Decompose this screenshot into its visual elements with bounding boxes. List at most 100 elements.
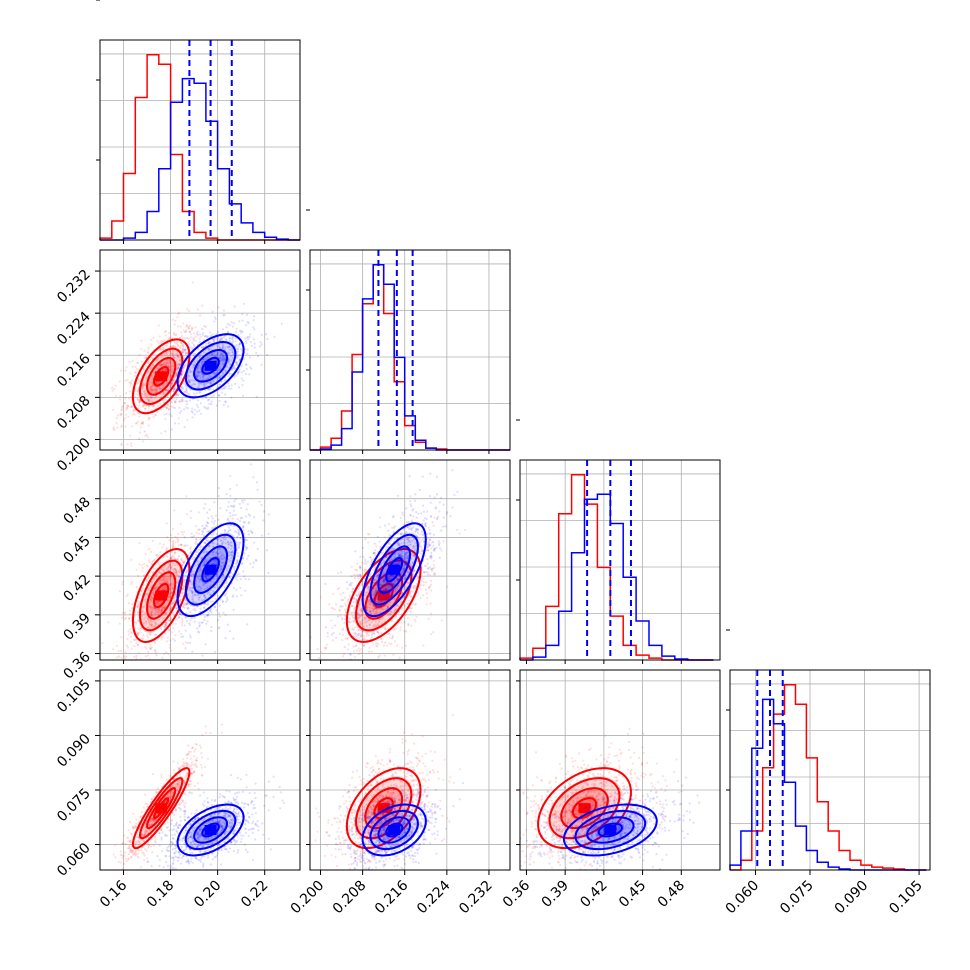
scatter-point: [182, 594, 185, 597]
scatter-point: [209, 380, 213, 383]
scatter-point: [174, 567, 177, 571]
scatter-point: [247, 533, 250, 536]
scatter-point: [221, 371, 225, 375]
scatter-point: [260, 363, 263, 366]
scatter-point: [341, 639, 344, 642]
scatter-point: [206, 592, 209, 595]
scatter-point: [341, 633, 344, 637]
scatter-point: [260, 333, 263, 336]
scatter-point: [188, 330, 191, 334]
scatter-point: [182, 597, 185, 600]
scatter-point: [178, 611, 181, 614]
scatter-point: [353, 597, 356, 600]
scatter-point: [419, 541, 422, 544]
scatter-point: [197, 630, 200, 633]
scatter-point: [169, 566, 173, 569]
scatter-point: [231, 336, 234, 339]
scatter-point: [174, 372, 178, 375]
scatter-point: [186, 352, 189, 355]
scatter-point: [424, 581, 427, 584]
scatter-point: [133, 413, 136, 416]
scatter-point: [202, 528, 205, 531]
scatter-point: [250, 531, 253, 534]
scatter-point: [241, 499, 244, 502]
scatter-point: [135, 654, 138, 658]
scatter-point: [183, 426, 186, 429]
scatter-point: [417, 531, 420, 535]
scatter-point: [419, 596, 422, 600]
scatter-point: [395, 586, 399, 589]
scatter-point: [165, 385, 168, 388]
scatter-point: [211, 600, 214, 603]
scatter-point: [175, 607, 179, 610]
scatter-point: [237, 370, 240, 374]
scatter-point: [248, 356, 251, 359]
scatter-point: [241, 330, 244, 333]
scatter-point: [226, 517, 229, 520]
scatter-point: [445, 512, 448, 515]
scatter-point: [351, 587, 354, 591]
scatter-point: [431, 521, 434, 524]
scatter-point: [197, 585, 200, 588]
scatter-point: [346, 638, 349, 641]
scatter-point: [115, 656, 118, 659]
scatter-point: [236, 541, 239, 544]
scatter-point: [367, 541, 370, 544]
scatter-point: [171, 587, 174, 590]
scatter-point: [164, 605, 167, 609]
scatter-point: [376, 645, 379, 648]
scatter-point: [126, 593, 129, 596]
scatter-point: [139, 400, 142, 403]
scatter-point: [358, 649, 361, 652]
scatter-point: [391, 637, 394, 640]
scatter-point: [208, 375, 211, 378]
scatter-point: [197, 560, 200, 563]
scatter-point: [368, 603, 371, 606]
scatter-point: [178, 630, 181, 633]
scatter-point: [129, 631, 132, 634]
scatter-point: [138, 399, 141, 402]
scatter-point: [236, 363, 239, 366]
scatter-point: [180, 343, 183, 347]
scatter-point: [124, 655, 127, 658]
scatter-point: [142, 366, 145, 370]
scatter-point: [151, 396, 154, 399]
scatter-point: [355, 600, 358, 603]
scatter-point: [416, 576, 420, 579]
scatter-point: [153, 567, 156, 571]
scatter-point: [379, 516, 382, 519]
scatter-point: [413, 546, 416, 549]
scatter-point: [212, 532, 215, 535]
scatter-point: [198, 364, 201, 367]
scatter-point: [196, 605, 199, 608]
scatter-point: [359, 555, 362, 559]
scatter-point: [143, 393, 146, 396]
scatter-point: [147, 361, 150, 364]
scatter-point: [201, 530, 204, 533]
scatter-point: [238, 342, 242, 345]
scatter-point: [169, 374, 172, 377]
contour-red: [345, 548, 422, 643]
scatter-point: [217, 539, 220, 542]
scatter-point: [159, 377, 163, 380]
scatter-point: [170, 602, 173, 606]
scatter-point: [220, 337, 223, 340]
scatter-point: [201, 621, 204, 624]
scatter-point: [133, 395, 137, 398]
scatter-point: [156, 611, 159, 614]
scatter-point: [129, 640, 132, 644]
scatter-point: [230, 321, 233, 324]
scatter-point: [221, 362, 224, 365]
scatter-point: [185, 403, 188, 406]
scatter-point: [212, 338, 215, 341]
scatter-point: [193, 337, 196, 340]
scatter-point: [177, 311, 181, 314]
scatter-point: [197, 308, 200, 311]
scatter-point: [346, 637, 350, 640]
scatter-point: [442, 540, 445, 543]
scatter-point: [163, 588, 166, 591]
scatter-point: [357, 612, 360, 616]
scatter-point: [147, 406, 150, 409]
scatter-point: [141, 386, 144, 389]
scatter-point: [178, 363, 181, 366]
